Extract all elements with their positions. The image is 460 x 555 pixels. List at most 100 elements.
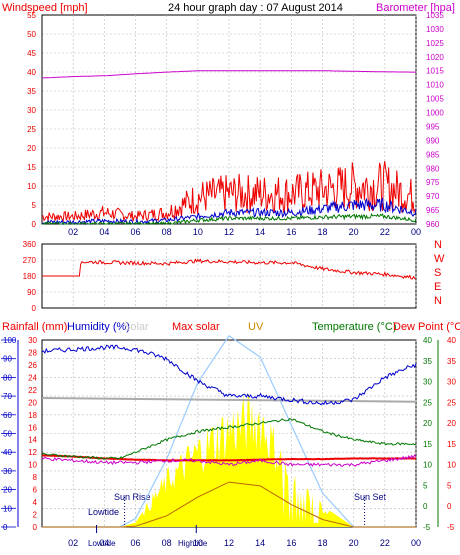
rain-ytick-label: 26 xyxy=(28,361,37,370)
average-wind-line xyxy=(41,196,417,226)
grey-reference-line xyxy=(41,396,417,403)
baro-ytick-label: 1035 xyxy=(426,11,444,20)
wind-ytick-label: 20 xyxy=(27,144,36,153)
wind-ytick-label: 0 xyxy=(32,220,37,229)
baro-ytick-label: 970 xyxy=(426,192,440,201)
temp-ytick-label: 0 xyxy=(423,502,428,511)
dewpoint-ytick-label: -5 xyxy=(447,523,455,532)
rain-line xyxy=(41,454,417,462)
temp-ytick-label: 40 xyxy=(423,336,432,345)
temp-ytick-label: 15 xyxy=(423,440,432,449)
wind-direction-line xyxy=(42,258,417,280)
temperature-line xyxy=(41,418,417,460)
temp-ytick-label: 5 xyxy=(423,481,428,490)
chart3-xtick-label: 20 xyxy=(349,538,359,548)
rain-ytick-label: 4 xyxy=(33,498,38,507)
dewpoint-ytick-label: 10 xyxy=(447,461,456,470)
compass-label: E xyxy=(434,281,441,293)
wind-ytick-label: 50 xyxy=(27,30,36,39)
baro-ytick-label: 980 xyxy=(426,164,440,173)
humidity-ytick-label: 60 xyxy=(3,411,12,420)
chart3-xtick-label: 06 xyxy=(130,538,140,548)
temp-ytick-label: 35 xyxy=(423,357,432,366)
chart3-xtick-label: 02 xyxy=(68,538,78,548)
dewpoint-line xyxy=(41,454,417,467)
windspeed-axis-label: Windspeed [mph] xyxy=(2,2,88,14)
temp-ytick-label: 30 xyxy=(423,378,432,387)
temperature-legend: Temperature (°C) xyxy=(312,321,396,333)
humidity-ytick-label: 100 xyxy=(3,336,17,345)
baro-ytick-label: 1025 xyxy=(426,39,444,48)
direction-ytick-label: 270 xyxy=(23,256,37,265)
maxsolar-legend: Max solar xyxy=(172,321,220,333)
temp-ytick-label: 25 xyxy=(423,398,432,407)
chart1-xtick-label: 14 xyxy=(255,227,265,237)
chart3-xtick-label: 16 xyxy=(286,538,296,548)
sunrise-annotation: Sun Rise xyxy=(114,492,151,502)
rain-ytick-label: 20 xyxy=(28,398,37,407)
humidity-ytick-label: 50 xyxy=(3,430,12,439)
temp-ytick-label: 20 xyxy=(423,419,432,428)
humidity-ytick-label: 0 xyxy=(3,523,8,532)
chart1-xtick-label: 08 xyxy=(162,227,172,237)
chart3-xtick-label: 14 xyxy=(255,538,265,548)
rain-ytick-label: 30 xyxy=(28,336,37,345)
compass-label: S xyxy=(434,267,441,279)
rain-ytick-label: 0 xyxy=(33,523,38,532)
sunset-annotation: Sun Set xyxy=(354,492,387,502)
rain-ytick-label: 14 xyxy=(28,436,37,445)
humidity-ytick-label: 20 xyxy=(3,486,12,495)
wind-ytick-label: 25 xyxy=(27,125,36,134)
chart1-xtick-label: 12 xyxy=(224,227,234,237)
wind-ytick-label: 40 xyxy=(27,68,36,77)
lowtide-marker-label: Lowtide xyxy=(88,539,116,548)
rain-ytick-label: 8 xyxy=(33,473,38,482)
dewpoint-ytick-label: 30 xyxy=(447,378,456,387)
chart3-xtick-label: 18 xyxy=(317,538,327,548)
rain-ytick-label: 18 xyxy=(28,411,37,420)
barometer-axis-label: Barometer [hpa] xyxy=(376,2,455,14)
temp-ytick-label: -5 xyxy=(423,523,431,532)
chart1-xtick-label: 18 xyxy=(317,227,327,237)
baro-ytick-label: 1005 xyxy=(426,95,444,104)
humidity-ytick-label: 70 xyxy=(3,392,12,401)
chart1-xtick-label: 00 xyxy=(411,227,421,237)
uv-line xyxy=(42,481,416,528)
barometer-line xyxy=(41,70,416,79)
chart3-xtick-label: 10 xyxy=(193,538,203,548)
direction-ytick-label: 0 xyxy=(32,304,37,313)
chart3-xtick-label: 04 xyxy=(99,538,109,548)
humidity-ytick-label: 90 xyxy=(3,355,12,364)
rain-ytick-label: 24 xyxy=(28,373,37,382)
dewpoint-ytick-label: 35 xyxy=(447,357,456,366)
chart1-xtick-label: 02 xyxy=(68,227,78,237)
wind-ytick-label: 15 xyxy=(27,163,36,172)
baro-ytick-label: 990 xyxy=(426,136,440,145)
calm-wind-line xyxy=(42,213,417,226)
wind-ytick-label: 10 xyxy=(27,182,36,191)
humidity-ytick-label: 40 xyxy=(3,448,12,457)
rainfall-legend: Rainfall (mm) xyxy=(2,321,67,333)
baro-ytick-label: 985 xyxy=(426,150,440,159)
dewpoint-ytick-label: 25 xyxy=(447,398,456,407)
baro-ytick-label: 1000 xyxy=(426,109,444,118)
chart1-xtick-label: 16 xyxy=(286,227,296,237)
chart-title: 24 hour graph day : 07 August 2014 xyxy=(168,2,343,14)
baro-ytick-label: 1020 xyxy=(426,53,444,62)
rain-ytick-label: 6 xyxy=(33,486,38,495)
lowtide-annotation: Lowtide xyxy=(88,507,119,517)
wind-ytick-label: 45 xyxy=(27,49,36,58)
baro-ytick-label: 1015 xyxy=(426,67,444,76)
dewpoint-ytick-label: 5 xyxy=(447,481,452,490)
direction-ytick-label: 90 xyxy=(27,288,36,297)
chart3-xtick-label: 00 xyxy=(411,538,421,548)
rain-ytick-label: 22 xyxy=(28,386,37,395)
rain-ytick-label: 10 xyxy=(28,461,37,470)
baro-ytick-label: 995 xyxy=(426,122,440,131)
compass-label: N xyxy=(434,295,442,307)
baro-ytick-label: 975 xyxy=(426,178,440,187)
baro-ytick-label: 965 xyxy=(426,206,440,215)
dewpoint-ytick-label: 0 xyxy=(447,502,452,511)
uv-legend: UV xyxy=(248,321,264,333)
